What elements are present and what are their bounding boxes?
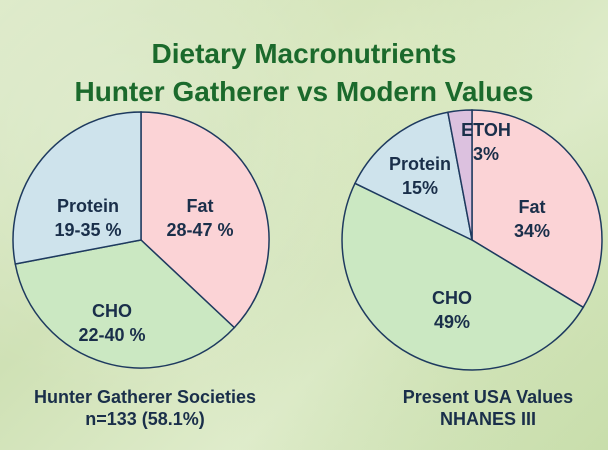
right-slice-value-cho: 49% bbox=[434, 312, 470, 332]
left-caption-line2: n=133 (58.1%) bbox=[85, 409, 205, 429]
left-slice-value-protein: 19-35 % bbox=[54, 220, 121, 240]
slide-title-line2: Hunter Gatherer vs Modern Values bbox=[74, 76, 534, 107]
left-pie-slice-fat bbox=[140, 111, 270, 329]
left-caption-line1: Hunter Gatherer Societies bbox=[33, 387, 257, 407]
right-slice-name-cho: CHO bbox=[432, 288, 472, 308]
right-pie-slice-etoh bbox=[447, 109, 473, 241]
left-caption: Hunter Gatherer Societies n=133 (58.1%) bbox=[10, 386, 280, 430]
left-slice-name-cho: CHO bbox=[92, 301, 132, 321]
right-slice-name-fat: Fat bbox=[519, 197, 546, 217]
right-caption-line1: Present USA Values bbox=[402, 387, 574, 407]
left-pie-slice-cho bbox=[14, 239, 236, 369]
slide-title-line1: Dietary Macronutrients bbox=[151, 38, 457, 69]
right-slice-value-etoh: 3% bbox=[473, 144, 499, 164]
left-pie-slice-protein bbox=[12, 111, 142, 265]
right-pie-slice-cho bbox=[341, 182, 585, 371]
right-caption-line2: NHANES III bbox=[439, 409, 536, 429]
right-slice-value-protein: 15% bbox=[402, 178, 438, 198]
left-slice-name-fat: Fat bbox=[187, 196, 214, 216]
right-caption: Present USA Values NHANES III bbox=[378, 386, 598, 430]
right-pie-slice-protein bbox=[353, 111, 474, 242]
right-pie-slice-fat bbox=[471, 109, 603, 309]
right-slice-name-etoh: ETOH bbox=[461, 120, 511, 140]
right-slice-name-protein: Protein bbox=[389, 154, 451, 174]
left-slice-name-protein: Protein bbox=[57, 196, 119, 216]
right-slice-value-fat: 34% bbox=[514, 221, 550, 241]
left-slice-value-cho: 22-40 % bbox=[78, 325, 145, 345]
left-slice-value-fat: 28-47 % bbox=[166, 220, 233, 240]
